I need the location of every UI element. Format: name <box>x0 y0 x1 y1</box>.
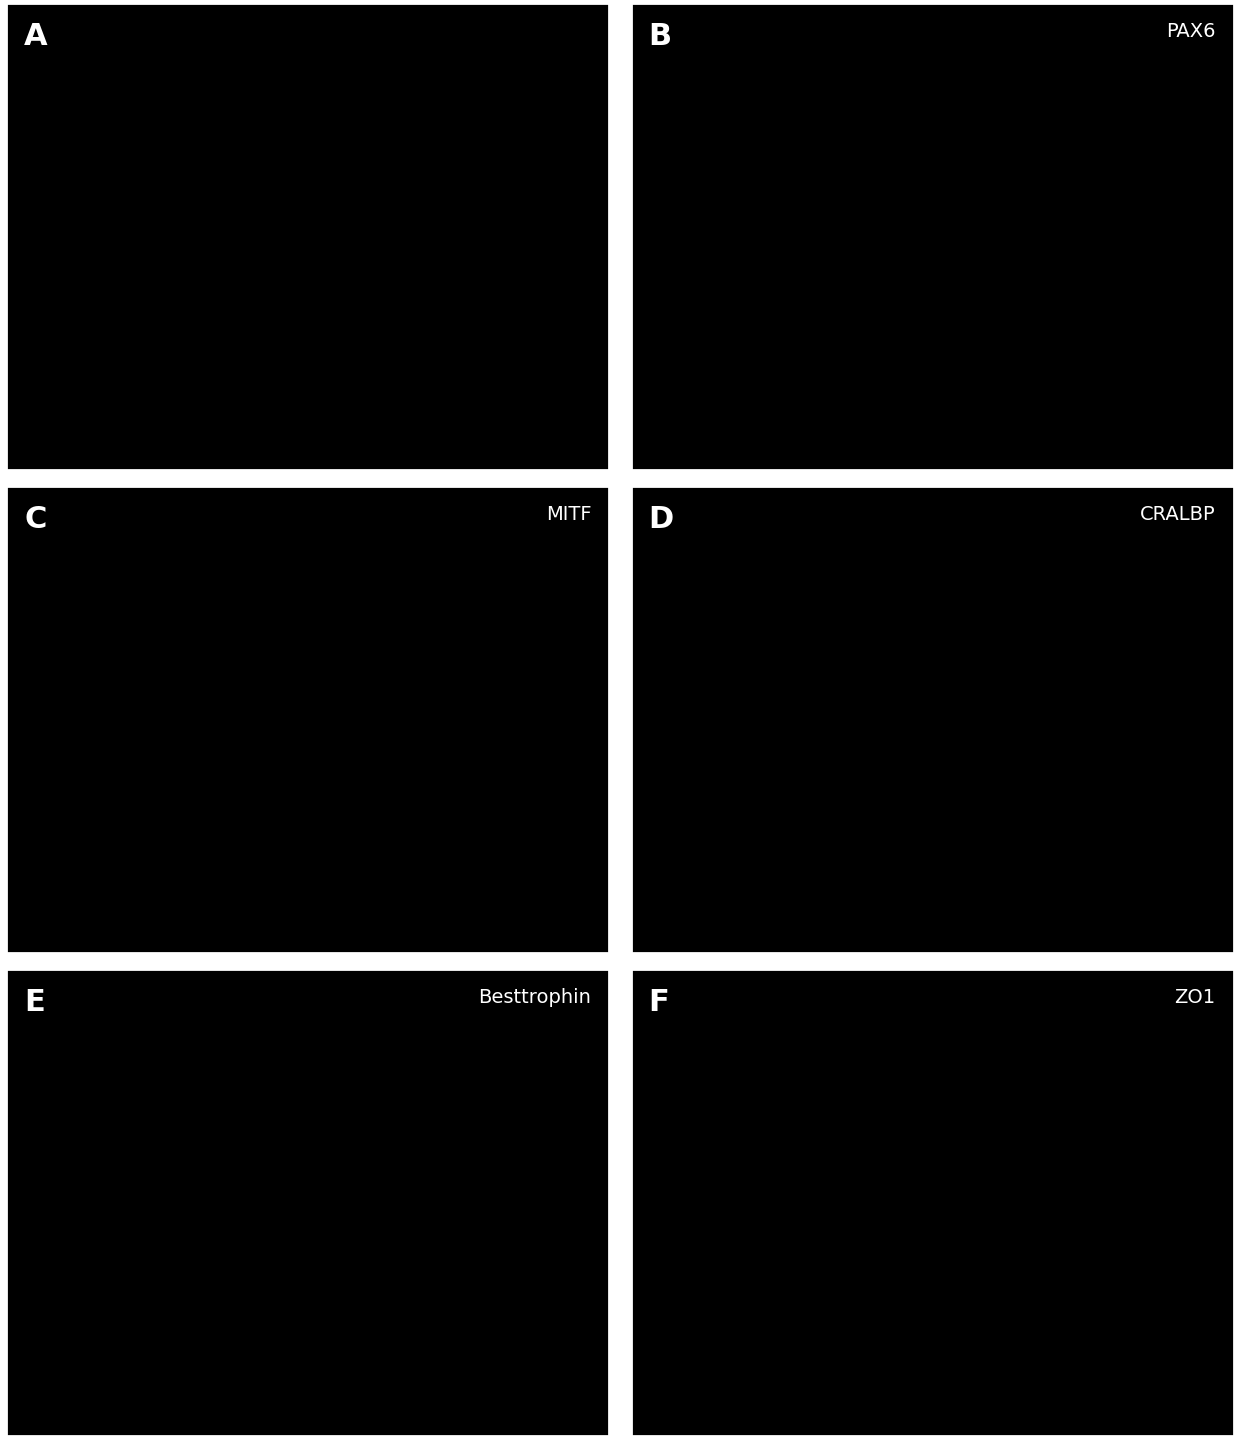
Text: PAX6: PAX6 <box>1166 22 1215 40</box>
Text: MITF: MITF <box>546 505 591 524</box>
Text: CRALBP: CRALBP <box>1140 505 1215 524</box>
Text: E: E <box>25 989 45 1017</box>
Text: A: A <box>25 22 48 50</box>
Text: F: F <box>649 989 670 1017</box>
Text: ZO1: ZO1 <box>1174 989 1215 1007</box>
Text: D: D <box>649 505 673 534</box>
Text: B: B <box>649 22 672 50</box>
Text: Besttrophin: Besttrophin <box>479 989 591 1007</box>
Text: C: C <box>25 505 47 534</box>
